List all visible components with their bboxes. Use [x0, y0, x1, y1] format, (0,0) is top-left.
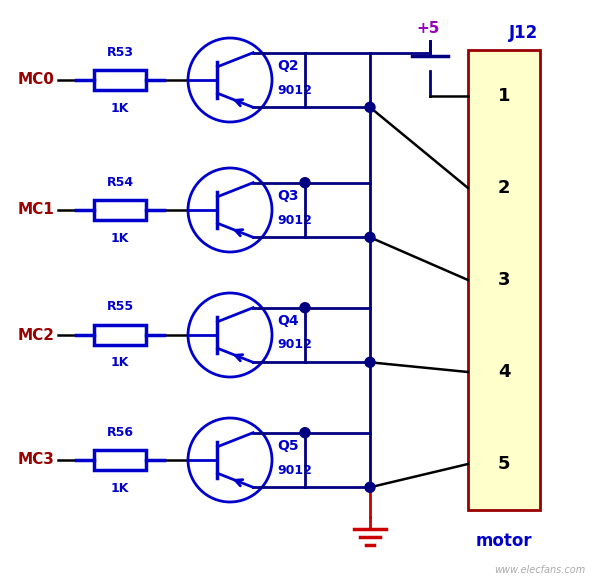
Text: 9012: 9012 [277, 339, 312, 352]
Text: 9012: 9012 [277, 463, 312, 476]
Text: 1K: 1K [111, 231, 129, 244]
Text: 1K: 1K [111, 356, 129, 370]
Circle shape [365, 232, 375, 243]
Text: R55: R55 [106, 300, 133, 314]
Circle shape [365, 102, 375, 113]
Text: 1K: 1K [111, 482, 129, 494]
Bar [94, 200, 146, 220]
Text: www.elecfans.com: www.elecfans.com [494, 565, 585, 575]
Text: MC2: MC2 [18, 328, 55, 342]
Bar [94, 70, 146, 90]
Text: Q4: Q4 [277, 314, 299, 328]
Text: MC3: MC3 [18, 452, 55, 468]
Text: 9012: 9012 [277, 83, 312, 97]
Text: Q3: Q3 [277, 189, 298, 203]
Circle shape [188, 293, 272, 377]
Text: MC0: MC0 [18, 72, 55, 87]
Text: 9012: 9012 [277, 213, 312, 227]
Circle shape [365, 482, 375, 492]
Text: R54: R54 [106, 175, 133, 188]
Text: Q2: Q2 [277, 59, 299, 73]
Text: R56: R56 [107, 426, 133, 438]
Text: motor: motor [476, 532, 533, 550]
Circle shape [365, 357, 375, 367]
Text: 2: 2 [498, 179, 510, 197]
Circle shape [300, 428, 310, 438]
Text: MC1: MC1 [18, 202, 55, 217]
Text: Q5: Q5 [277, 439, 299, 453]
Text: 3: 3 [498, 271, 510, 289]
Text: 1K: 1K [111, 101, 129, 114]
Text: 1: 1 [498, 87, 510, 105]
Bar [468, 50, 540, 510]
Circle shape [300, 178, 310, 188]
Circle shape [300, 303, 310, 312]
Text: R53: R53 [107, 45, 133, 58]
Circle shape [188, 38, 272, 122]
Text: 5: 5 [498, 455, 510, 473]
Circle shape [188, 418, 272, 502]
Circle shape [188, 168, 272, 252]
Bar [94, 325, 146, 345]
Bar [94, 450, 146, 470]
Text: +5: +5 [416, 21, 439, 36]
Text: J12: J12 [509, 24, 538, 42]
Text: 4: 4 [498, 363, 510, 381]
